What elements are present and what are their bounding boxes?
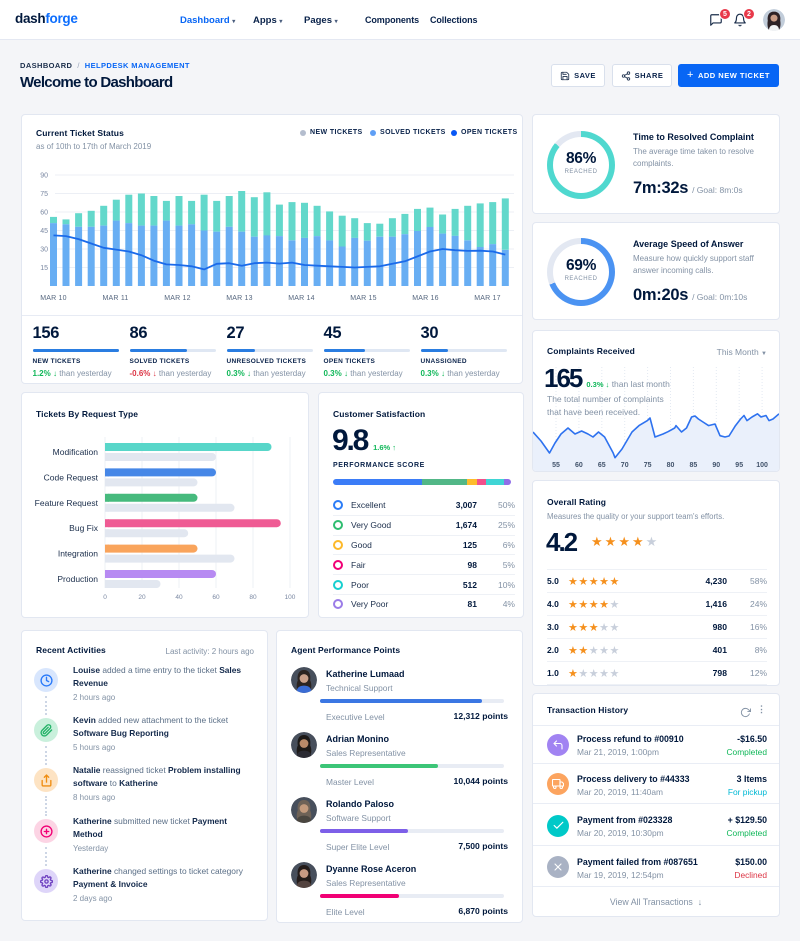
svg-text:Integration: Integration (58, 549, 98, 559)
svg-text:Code Request: Code Request (44, 472, 99, 482)
svg-text:60: 60 (575, 462, 583, 469)
svg-text:100: 100 (285, 594, 296, 601)
svg-text:MAR 11: MAR 11 (103, 295, 129, 302)
svg-text:MAR 17: MAR 17 (474, 295, 501, 302)
svg-text:55: 55 (552, 462, 560, 469)
svg-text:60: 60 (40, 210, 48, 217)
svg-text:80: 80 (249, 594, 257, 601)
svg-text:Feature Request: Feature Request (35, 498, 99, 508)
svg-text:95: 95 (735, 462, 743, 469)
svg-text:80: 80 (667, 462, 675, 469)
svg-text:45: 45 (40, 228, 48, 235)
svg-text:20: 20 (138, 594, 146, 601)
svg-text:Bug Fix: Bug Fix (69, 523, 99, 533)
svg-text:Production: Production (57, 574, 98, 584)
svg-text:30: 30 (40, 247, 48, 254)
svg-text:MAR 12: MAR 12 (164, 295, 191, 302)
svg-text:100: 100 (756, 462, 768, 469)
svg-text:90: 90 (712, 462, 720, 469)
svg-text:MAR 15: MAR 15 (350, 295, 377, 302)
svg-text:Modification: Modification (53, 447, 99, 457)
svg-text:75: 75 (40, 191, 48, 198)
svg-text:0: 0 (103, 594, 107, 601)
svg-text:60: 60 (212, 594, 220, 601)
svg-text:MAR 13: MAR 13 (226, 295, 253, 302)
svg-text:MAR 10: MAR 10 (40, 295, 67, 302)
svg-text:90: 90 (40, 173, 48, 180)
svg-text:15: 15 (40, 265, 48, 272)
svg-text:MAR 14: MAR 14 (288, 295, 315, 302)
svg-text:65: 65 (598, 462, 606, 469)
svg-text:85: 85 (690, 462, 698, 469)
svg-text:70: 70 (621, 462, 629, 469)
svg-text:40: 40 (175, 594, 183, 601)
svg-text:MAR 16: MAR 16 (412, 295, 439, 302)
svg-text:75: 75 (644, 462, 652, 469)
